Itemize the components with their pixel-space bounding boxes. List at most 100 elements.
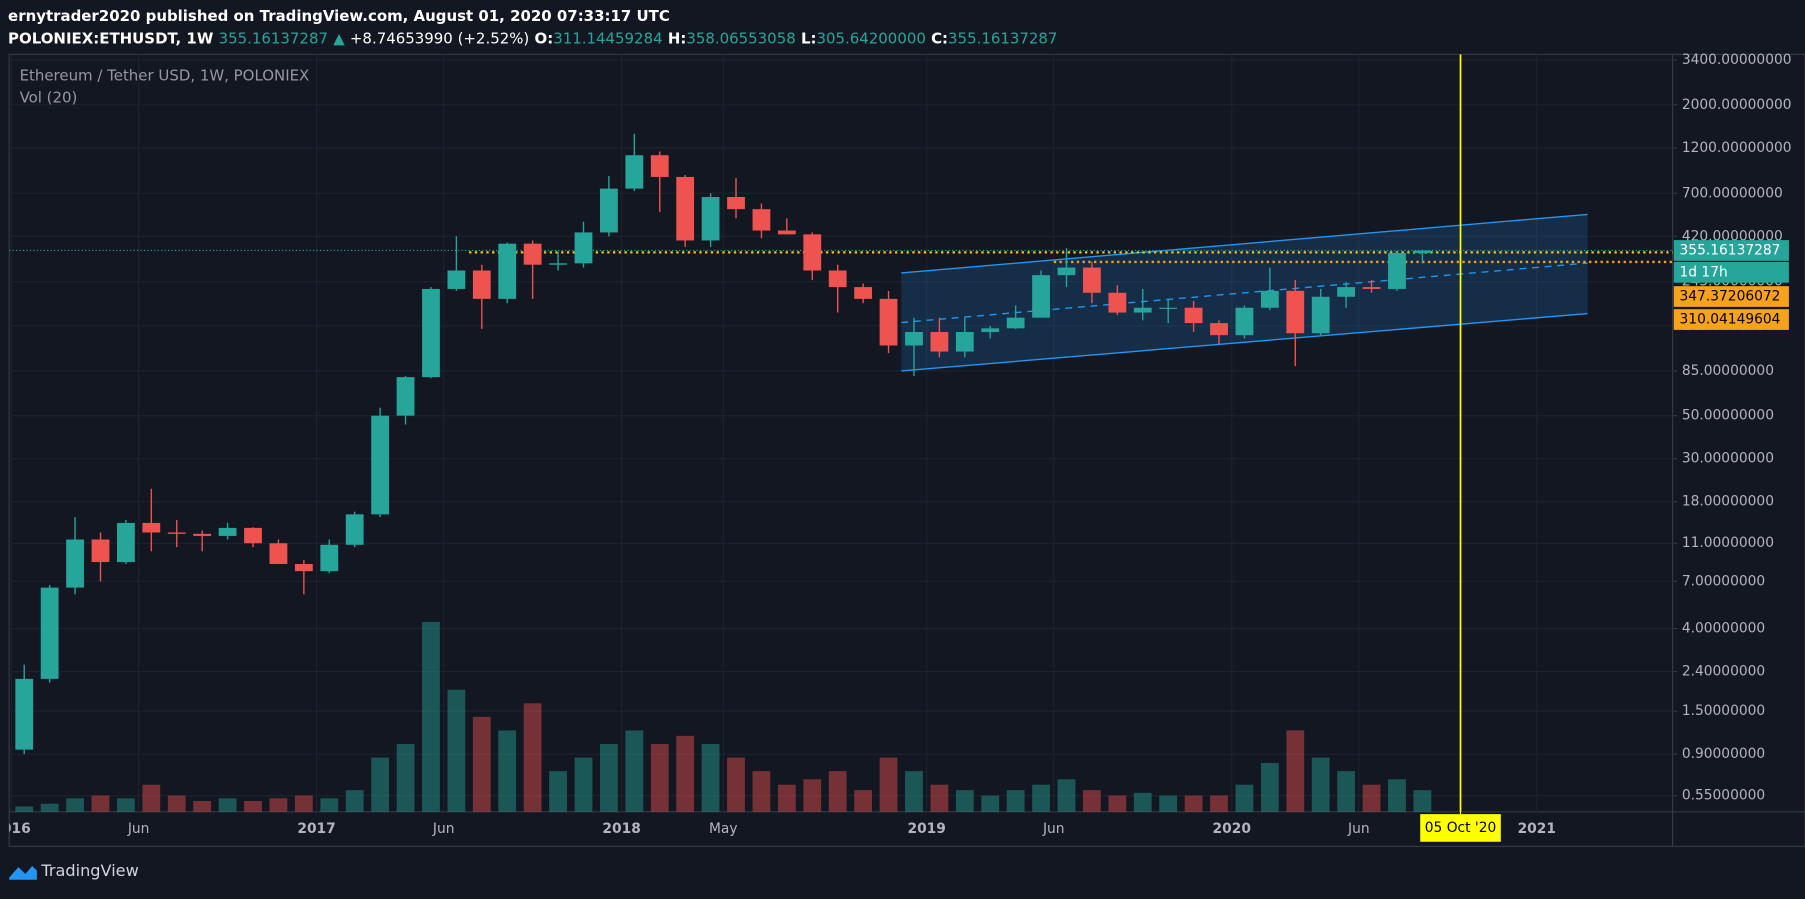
y-tick-label: 1200.00000000 bbox=[1682, 140, 1792, 156]
volume-bar bbox=[91, 795, 110, 812]
x-tick-label: Jun bbox=[1347, 821, 1370, 837]
candle-body bbox=[66, 539, 84, 588]
candle-body bbox=[777, 230, 796, 235]
candle-body bbox=[193, 533, 212, 536]
candle-body bbox=[650, 155, 669, 177]
grid bbox=[9, 54, 1673, 812]
candle-body bbox=[371, 415, 390, 515]
publisher: ernytrader2020 published on TradingView.… bbox=[8, 7, 670, 25]
y-tick-label: 85.00000000 bbox=[1682, 363, 1774, 379]
volume-bar bbox=[625, 730, 644, 812]
volume-bar bbox=[1006, 790, 1025, 812]
ohlc-value: 311.14459284 bbox=[553, 29, 662, 47]
ohlc-value: 358.06553058 bbox=[686, 29, 795, 47]
arrow: ▲ bbox=[333, 29, 345, 47]
candle-body bbox=[1388, 252, 1406, 289]
axes: 3400.00000000 2000.00000000 1200.00000000 7… bbox=[1420, 52, 1792, 842]
candle-body bbox=[498, 243, 517, 299]
x-tick-label: 2017 bbox=[297, 821, 335, 837]
volume-bar bbox=[1311, 757, 1330, 812]
y-tick-label: 50.00000000 bbox=[1682, 408, 1774, 424]
candle-body bbox=[1184, 307, 1203, 324]
candle-body bbox=[1337, 287, 1356, 297]
candle-body bbox=[1362, 287, 1381, 289]
volume-bar bbox=[930, 784, 949, 812]
y-tick-label: 700.00000000 bbox=[1682, 185, 1783, 201]
chart-title: Ethereum / Tether USD, 1W, POLONIEX bbox=[20, 67, 310, 85]
volume-bar bbox=[752, 771, 771, 812]
volume-bar bbox=[574, 757, 593, 812]
candle-body bbox=[167, 532, 186, 534]
date-tag-label: 05 Oct '20 bbox=[1425, 820, 1497, 836]
y-tick-label: 1.50000000 bbox=[1682, 703, 1765, 719]
x-tick-label: 2020 bbox=[1213, 821, 1251, 837]
candle-body bbox=[574, 232, 593, 264]
candle-body bbox=[422, 288, 440, 378]
volume-bar bbox=[727, 757, 745, 812]
x-tick-label: 2018 bbox=[602, 821, 640, 837]
volume-bar bbox=[955, 790, 974, 812]
candle-body bbox=[91, 539, 110, 563]
price-tag bbox=[1673, 286, 1789, 307]
candle-body bbox=[523, 243, 542, 265]
y-tick-label: 4.00000000 bbox=[1682, 620, 1765, 636]
volume-bar bbox=[650, 744, 669, 812]
candle-body bbox=[752, 209, 771, 231]
price-tag bbox=[1673, 309, 1789, 330]
candle-body bbox=[930, 331, 949, 352]
indicator: Vol (20) bbox=[20, 89, 78, 107]
volume-bar bbox=[854, 790, 873, 812]
candle-body bbox=[1108, 292, 1127, 313]
price-tag-label: 1d 17h bbox=[1680, 264, 1728, 280]
candle-body bbox=[294, 563, 313, 572]
ohlc-key: L: bbox=[801, 29, 817, 47]
candle-body bbox=[1057, 267, 1076, 276]
candle-body bbox=[1210, 323, 1228, 336]
volume-bar bbox=[447, 689, 466, 812]
price-tag-label: 347.37206072 bbox=[1680, 289, 1781, 305]
volume-bar bbox=[244, 800, 262, 812]
volume-bar bbox=[1235, 784, 1254, 812]
candle-body bbox=[1413, 250, 1432, 253]
candle-body bbox=[1133, 307, 1152, 313]
symbol-line: POLONIEX:ETHUSDT, 1W 355.16137287 ▲ +8.7… bbox=[8, 29, 1057, 47]
candle-body bbox=[803, 234, 822, 271]
candle-body bbox=[218, 527, 237, 536]
candle-body bbox=[1032, 275, 1050, 318]
volume-bar bbox=[701, 744, 720, 812]
volume-bar bbox=[777, 784, 796, 812]
drawings bbox=[9, 54, 1673, 812]
volume-bar bbox=[472, 716, 491, 812]
candle-body bbox=[1159, 307, 1178, 309]
ohlc-value: 355.16137287 bbox=[948, 29, 1057, 47]
candle-body bbox=[879, 298, 898, 346]
y-tick-label: 7.00000000 bbox=[1682, 573, 1765, 589]
volume-bar bbox=[1286, 730, 1305, 812]
volume-bar bbox=[66, 798, 84, 812]
candle-body bbox=[269, 543, 288, 564]
candle-body bbox=[117, 522, 135, 563]
candle-body bbox=[955, 331, 974, 352]
volume-bar bbox=[1133, 792, 1152, 812]
ohlc-value: 305.64200000 bbox=[816, 29, 925, 47]
volume-bar bbox=[1388, 779, 1406, 812]
candle-body bbox=[600, 188, 618, 233]
x-tick-label: 2021 bbox=[1518, 821, 1556, 837]
candle-body bbox=[1235, 307, 1254, 336]
volume-bar bbox=[269, 798, 288, 812]
frame bbox=[8, 53, 1805, 847]
y-tick-label: 18.00000000 bbox=[1682, 494, 1774, 510]
candle-body bbox=[625, 155, 644, 189]
candle-body bbox=[549, 263, 567, 265]
volume-bar bbox=[981, 795, 1000, 812]
candle-body bbox=[320, 544, 339, 572]
channel-lower bbox=[901, 312, 1588, 372]
candle-body bbox=[15, 678, 34, 750]
volume-bar bbox=[1337, 771, 1356, 812]
candle-body bbox=[981, 328, 1000, 332]
candle-body bbox=[472, 270, 491, 299]
x-tick-label: 2019 bbox=[907, 821, 945, 837]
